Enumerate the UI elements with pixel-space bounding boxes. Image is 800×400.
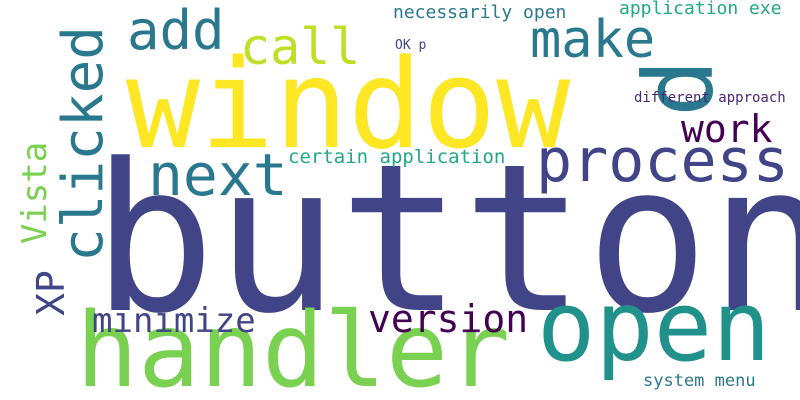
- word-handler: handler: [76, 291, 511, 400]
- word-make: make: [530, 10, 656, 70]
- word-call: call: [240, 18, 361, 76]
- word-certain-application: certain application: [288, 146, 506, 168]
- word-window: window: [126, 34, 571, 177]
- word-next: next: [148, 141, 288, 209]
- word-button: button: [92, 121, 800, 359]
- word-version: version: [368, 297, 529, 341]
- word-open: open: [537, 270, 771, 383]
- word-necessarily-open: necessarily open: [393, 2, 567, 23]
- word-process: process: [536, 126, 789, 196]
- word-work: work: [681, 107, 773, 151]
- word-add: add: [127, 0, 225, 62]
- word-different-approach: different approach: [634, 90, 786, 106]
- word-ok-p: OK p: [395, 38, 427, 53]
- word-minimize: minimize: [92, 301, 256, 341]
- word-application-exe: application exe: [619, 0, 782, 19]
- word-system-menu: system menu: [643, 371, 756, 391]
- word-xp: XP: [28, 270, 73, 316]
- word-clicked: clicked: [51, 25, 117, 263]
- word-vista: Vista: [15, 141, 56, 245]
